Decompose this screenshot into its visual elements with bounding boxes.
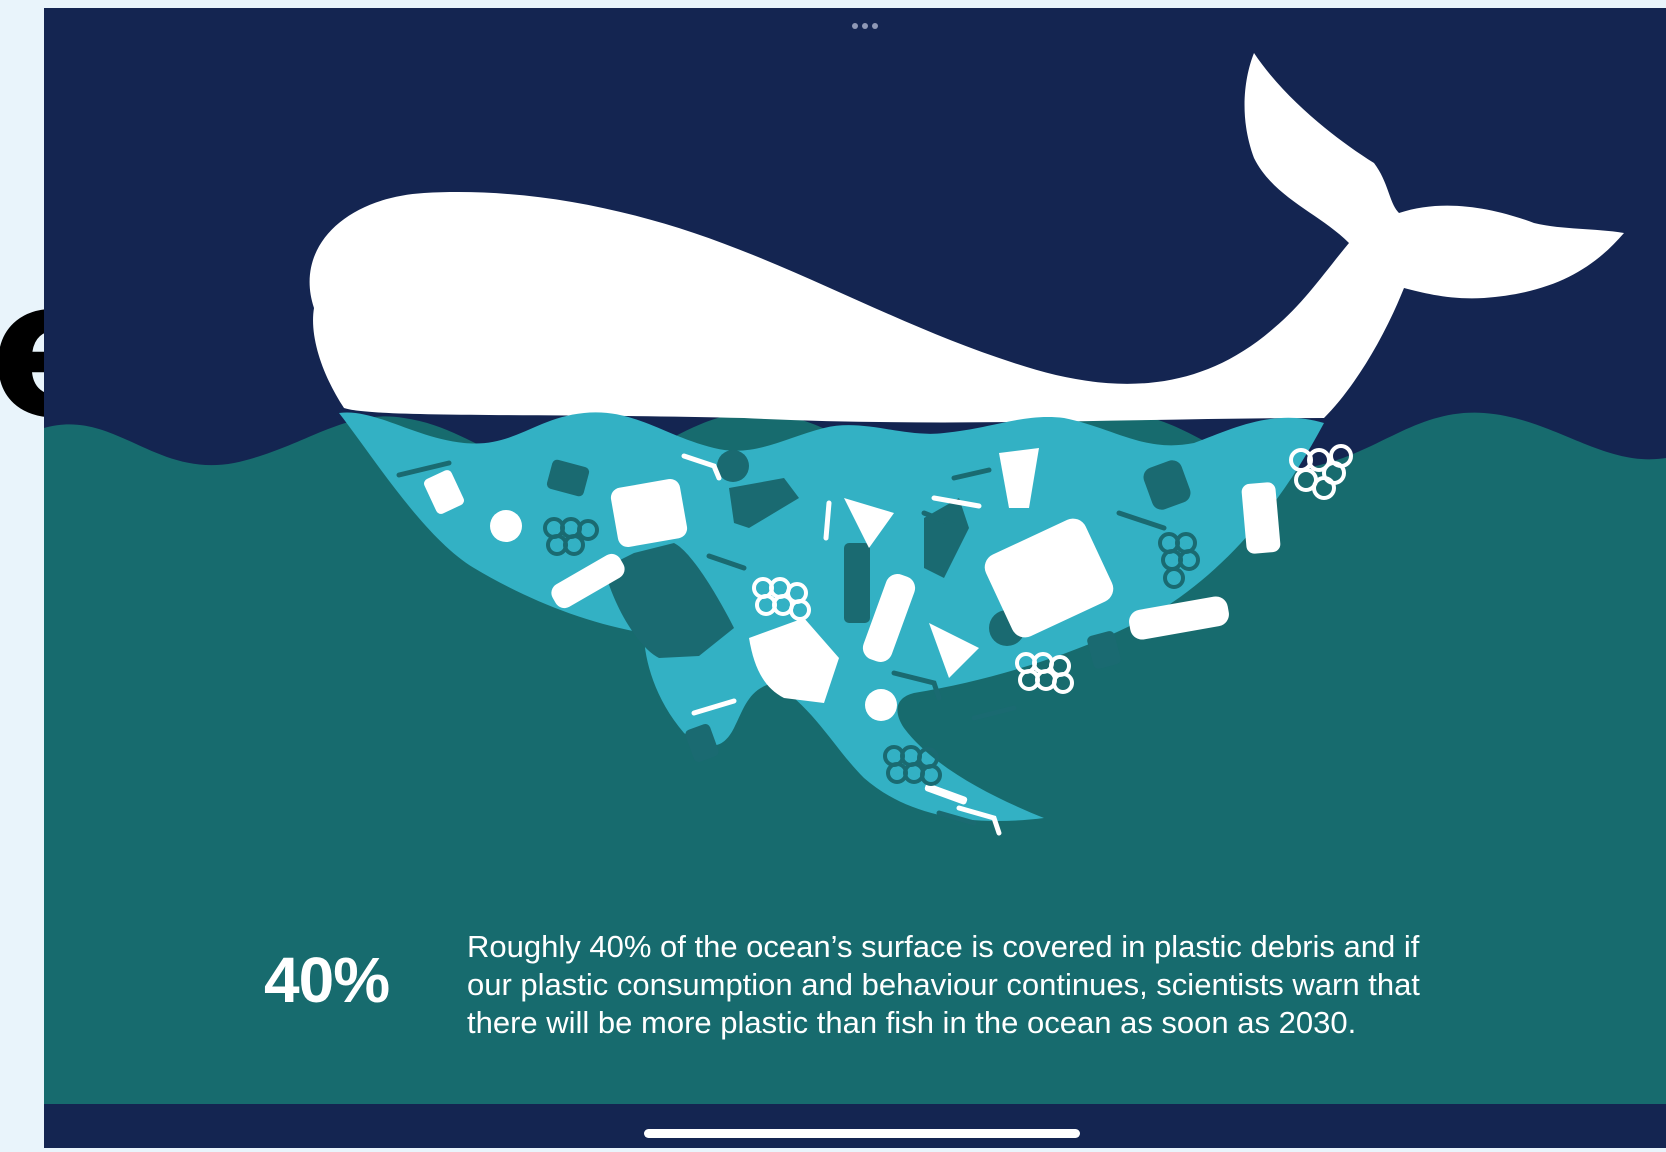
whale-body [309,53,1625,423]
footer-band [44,1104,1666,1148]
ocean-waves [44,412,1666,1148]
caption-line: our plastic consumption and behaviour co… [467,967,1420,1002]
whale-illustration [44,8,1666,1148]
home-indicator[interactable] [644,1129,1080,1138]
background-letter-fragment: e [0,255,46,445]
stat-value: 40% [264,944,390,1016]
more-dots-icon[interactable] [849,20,881,32]
stat-caption: Roughly 40% of the ocean’s surface is co… [467,928,1477,1042]
whale-belly [339,412,1324,822]
caption-line: there will be more plastic than fish in … [467,1005,1357,1040]
caption-line: Roughly 40% of the ocean’s surface is co… [467,929,1420,964]
infographic-viewer: 40% Roughly 40% of the ocean’s surface i… [44,8,1666,1148]
